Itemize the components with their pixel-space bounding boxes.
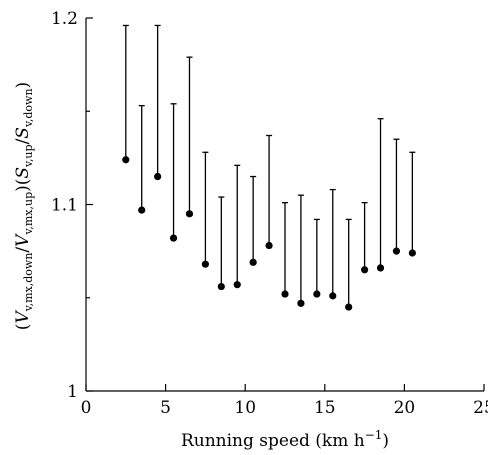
data-marks [122, 24, 416, 311]
data-point [249, 258, 257, 266]
y-axis-label-part: ( [13, 324, 33, 331]
data-point [185, 210, 194, 218]
y-axis-label-subscript: v,mx,down [22, 253, 35, 313]
data-point [217, 282, 225, 291]
x-axis-label-superscript: −1 [365, 428, 383, 442]
y-axis-label-part: / [13, 138, 33, 144]
data-point [281, 290, 289, 298]
x-ticks: 0 5 10 15 20 25 [81, 384, 488, 418]
data-point [376, 264, 385, 272]
data-point [265, 241, 273, 250]
y-axis-label-part: S [13, 127, 33, 139]
data-point [329, 292, 337, 300]
data-point [313, 290, 321, 298]
y-axis-label-part: V [13, 310, 33, 324]
y-axis-label: (Vv,mx,down​/Vv,mx,up​)(Sv,up​/Sv,down​) [13, 82, 35, 330]
y-axis-label-part: / [13, 247, 33, 253]
data-point [408, 249, 416, 257]
y-axis-label-part: ) [13, 82, 33, 89]
y-tick-label: 1 [67, 382, 78, 402]
x-tick-label: 5 [160, 398, 171, 418]
data-point [345, 303, 353, 311]
y-axis-label-part: V [13, 233, 33, 247]
x-tick-label: 15 [314, 398, 336, 418]
x-axis-label-text: Running speed (km h [181, 431, 365, 451]
x-axis-label: Running speed (km h−1) [181, 428, 389, 451]
data-point [233, 281, 241, 289]
data-point [122, 156, 130, 164]
x-tick-label: 10 [234, 398, 256, 418]
data-point [138, 206, 146, 214]
data-point [201, 260, 209, 268]
data-point [169, 234, 178, 242]
data-point [154, 172, 162, 181]
y-axis-label-subscript: v,mx,up [22, 192, 35, 236]
y-axis-label-part: S [13, 167, 33, 179]
x-tick-label: 0 [81, 398, 92, 418]
data-point [392, 247, 401, 255]
x-axis-label-suffix: ) [382, 431, 389, 451]
x-tick-label: 20 [394, 398, 416, 418]
y-ticks: 1 1.1 1.2 [51, 9, 93, 402]
data-point [297, 299, 305, 307]
y-axis-label-subscript: v,down [22, 88, 35, 128]
y-tick-label: 1.1 [51, 196, 78, 216]
x-tick-label: 25 [473, 398, 488, 418]
y-axis-label-subscript: v,up [22, 144, 35, 168]
y-tick-label: 1.2 [51, 9, 78, 29]
data-point [361, 266, 369, 274]
y-axis-label-part: )( [13, 179, 33, 192]
